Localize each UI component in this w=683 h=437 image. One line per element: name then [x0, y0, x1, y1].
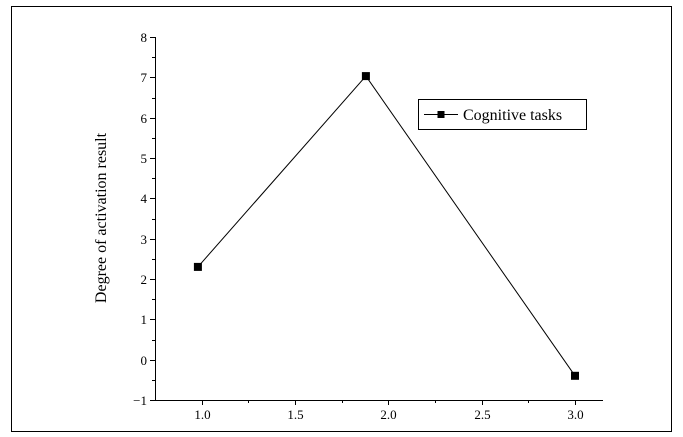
y-tick-label: 7	[141, 70, 148, 85]
x-tick-label: 1.0	[194, 407, 210, 422]
x-tick-label: 1.5	[287, 407, 303, 422]
y-tick-label: 3	[141, 232, 148, 247]
legend-box	[418, 99, 587, 130]
y-tick-label: 4	[141, 191, 148, 206]
y-axis-label: Degree of activation result	[93, 132, 110, 303]
legend: Cognitive tasks	[418, 99, 587, 130]
data-point	[571, 371, 579, 380]
legend-label: Cognitive tasks	[463, 107, 562, 124]
y-axis: −1 0 1 2 3 4 5 6 7 8	[133, 30, 156, 408]
y-ticks: −1 0 1 2 3 4 5 6 7 8	[133, 30, 155, 408]
legend-marker	[437, 111, 445, 118]
y-tick-label: 1	[141, 312, 148, 327]
y-tick-label: 8	[141, 30, 148, 45]
x-tick-label: 2.5	[474, 407, 490, 422]
y-tick-label: 5	[141, 151, 148, 166]
data-point	[193, 262, 202, 271]
y-tick-label: 0	[141, 353, 148, 368]
figure-border	[11, 6, 672, 432]
data-point	[361, 72, 370, 81]
x-tick-label: 3.0	[567, 407, 583, 422]
plot-series	[193, 72, 579, 380]
y-tick-label: 6	[141, 111, 148, 126]
y-tick-label: −1	[133, 393, 147, 408]
x-tick-label: 2.0	[380, 407, 396, 422]
x-ticks: 1.0 1.5 2.0 2.5 3.0	[194, 400, 584, 422]
x-axis: 1.0 1.5 2.0 2.5 3.0	[155, 400, 603, 422]
y-tick-label: 2	[141, 272, 148, 287]
